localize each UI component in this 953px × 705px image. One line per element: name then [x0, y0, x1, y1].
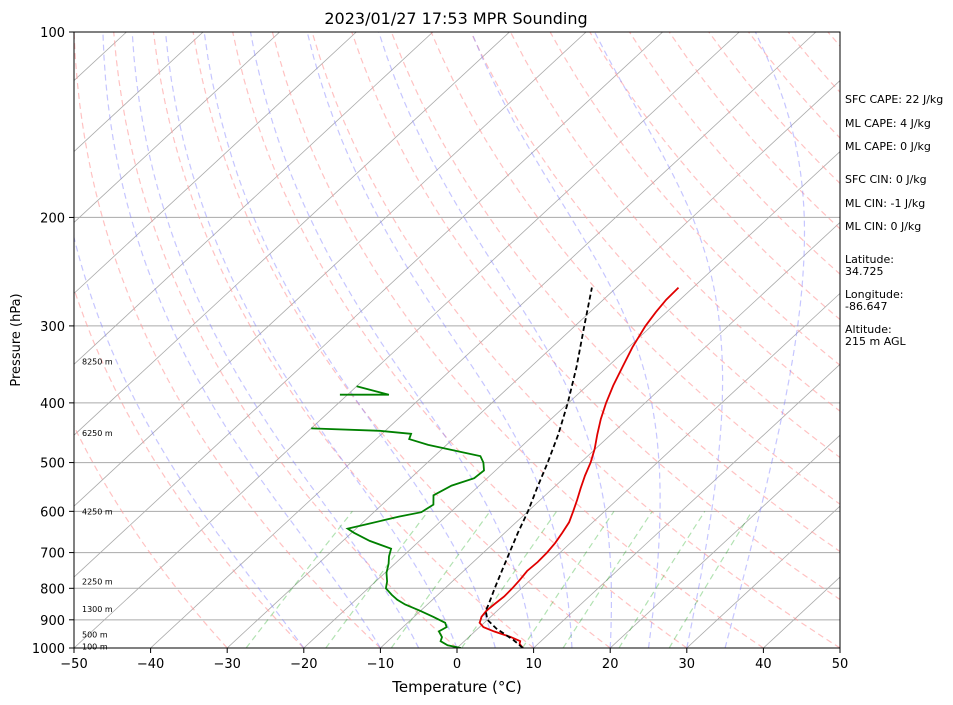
x-tick-label: −10	[367, 657, 394, 672]
moist-adiabat-line	[164, 32, 458, 648]
x-tick-label: 20	[602, 657, 619, 672]
y-tick-label: 800	[40, 582, 65, 597]
moist-adiabat-line	[470, 32, 661, 648]
dry-adiabat-line	[430, 32, 840, 505]
dry-adiabat-line	[74, 424, 228, 648]
isotherm-line	[74, 32, 510, 436]
latitude-text: Latitude: 34.725	[845, 253, 894, 278]
chart-title: 2023/01/27 17:53 MPR Sounding	[324, 9, 587, 28]
moist-adiabat-line	[724, 32, 806, 648]
x-axis-label: Temperature (°C)	[391, 678, 521, 696]
sounding-series-1	[311, 427, 485, 648]
isotherm-line	[380, 221, 840, 648]
y-tick-label: 600	[40, 505, 65, 520]
isotherm-line	[74, 32, 204, 153]
y-tick-label: 300	[40, 320, 65, 335]
height-label: 6250 m	[82, 429, 113, 438]
dry-adiabat-line	[271, 32, 764, 648]
isotherm-line	[456, 292, 840, 648]
x-tick-label: 50	[832, 657, 849, 672]
ml-cin-text: ML CIN: -1 J/kg	[845, 197, 926, 210]
isotherm-line	[226, 80, 840, 648]
x-tick-label: −30	[213, 657, 240, 672]
y-tick-label: 400	[40, 397, 65, 412]
moist-adiabat-line	[74, 235, 305, 648]
dry-adiabat-line	[351, 32, 840, 601]
sfc-cin-text: SFC CIN: 0 J/kg	[845, 173, 927, 186]
mixing-ratio-line	[245, 510, 353, 648]
isotherm-line	[686, 505, 840, 648]
isotherm-line	[150, 32, 817, 648]
isotherm-line	[74, 32, 357, 294]
plot-area: 100 m 500 m 1300 m 2250 m 4250 m 6250 m 8250 m	[74, 32, 840, 652]
isotherm-line	[533, 363, 840, 648]
isotherm-line	[74, 32, 663, 578]
dry-adiabat-line	[470, 32, 840, 459]
moist-adiabat-line	[131, 32, 420, 648]
y-axis-label: Pressure (hPa)	[9, 293, 24, 386]
isotherm-line	[74, 32, 587, 507]
moist-adiabat-line	[594, 32, 724, 648]
altitude-text: Altitude: 215 m AGL	[845, 323, 906, 348]
y-tick-label: 900	[40, 614, 65, 629]
moist-adiabat-line	[249, 32, 535, 648]
x-tick-label: −20	[290, 657, 317, 672]
dry-adiabat-line	[192, 32, 611, 648]
ml-cin-text-2: ML CIN: 0 J/kg	[845, 220, 922, 233]
sounding-series-2	[339, 385, 390, 396]
isotherm-line	[74, 32, 740, 648]
x-tick-label: −50	[60, 657, 87, 672]
dry-adiabat-line	[232, 32, 688, 648]
mixing-ratio-line	[668, 510, 753, 648]
y-tick-label: 200	[40, 211, 65, 226]
sounding-series-3	[484, 287, 593, 648]
dry-adiabat-line	[509, 32, 840, 412]
y-tick-label: 500	[40, 457, 65, 472]
mixing-ratio-line	[521, 510, 615, 648]
x-tick-label: −40	[137, 657, 164, 672]
height-label: 500 m	[82, 630, 108, 639]
height-label: 8250 m	[82, 358, 113, 367]
x-tick-label: 30	[679, 657, 696, 672]
y-tick-label: 100	[40, 26, 65, 41]
dry-adiabat-line	[113, 32, 458, 648]
y-tick-label: 700	[40, 547, 65, 562]
mixing-ratio-line	[562, 510, 653, 648]
height-label: 4250 m	[82, 507, 113, 516]
plot-frame	[73, 31, 841, 649]
y-tick-label: 1000	[32, 642, 65, 657]
dry-adiabat-line	[390, 32, 840, 553]
dry-adiabat-line	[311, 32, 840, 648]
dry-adiabat-line	[152, 32, 534, 648]
moist-adiabat-line	[203, 32, 496, 648]
isotherm-line	[74, 32, 434, 365]
mixing-ratio-line	[325, 510, 429, 648]
moist-adiabat-line	[378, 32, 612, 648]
x-tick-label: 0	[453, 657, 461, 672]
isotherm-line	[74, 32, 280, 223]
x-tick-label: 10	[525, 657, 542, 672]
mixing-ratio-line	[618, 510, 706, 648]
mixing-ratio-line	[461, 510, 558, 648]
height-label: 100 m	[82, 643, 108, 652]
ml-cape-text: ML CAPE: 4 J/kg	[845, 117, 931, 130]
height-label: 1300 m	[82, 605, 113, 614]
longitude-text: Longitude: -86.647	[845, 288, 904, 313]
ml-cape-text-2: ML CAPE: 0 J/kg	[845, 140, 931, 153]
x-tick-label: 40	[755, 657, 772, 672]
moist-adiabat-line	[102, 32, 381, 648]
x-axis-ticks: −50 −40 −30 −20 −10 0 10 20 30 40 50	[60, 648, 848, 672]
sounding-series-0	[478, 286, 680, 648]
isotherm-line	[609, 434, 840, 648]
mixing-ratio-line	[390, 510, 491, 648]
sfc-cape-text: SFC CAPE: 22 J/kg	[845, 93, 944, 106]
height-label: 2250 m	[82, 578, 113, 587]
dry-adiabat-line	[74, 32, 381, 648]
dry-adiabat-line	[549, 32, 840, 366]
dry-adiabat-line	[589, 32, 840, 321]
y-axis-ticks: 1000 900 800 700 600 500 400 300 200 100	[32, 26, 74, 657]
moist-adiabat-line	[306, 32, 573, 648]
